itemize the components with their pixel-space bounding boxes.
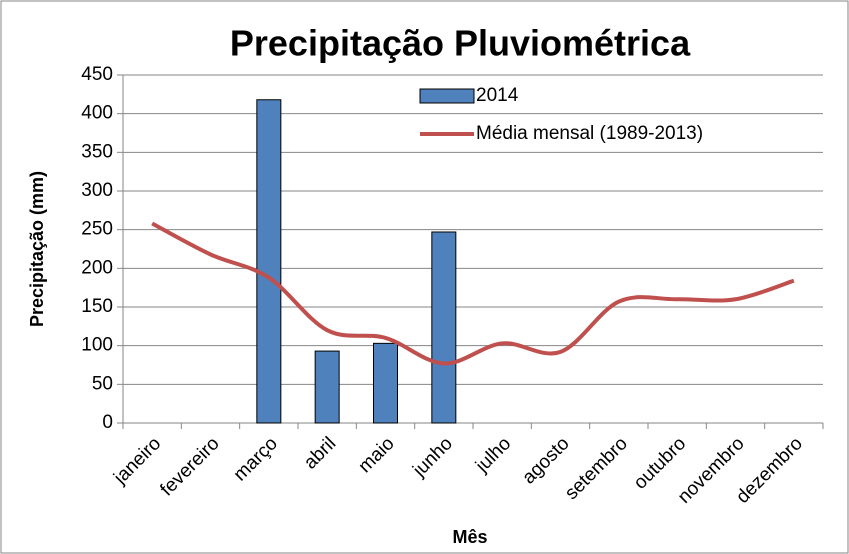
y-tick-label: 450 <box>81 64 113 85</box>
y-tick-label: 400 <box>81 103 113 124</box>
legend-label: 2014 <box>476 85 519 106</box>
chart-title: Precipitação Pluviométrica <box>230 23 691 64</box>
y-tick-label: 50 <box>92 373 113 394</box>
bar <box>314 350 340 424</box>
y-tick-label: 250 <box>81 219 113 240</box>
bar <box>256 99 282 424</box>
line <box>151 221 795 366</box>
y-tick-label: 0 <box>102 412 113 433</box>
y-tick-label: 300 <box>81 180 113 201</box>
y-tick-label: 150 <box>81 296 113 317</box>
y-axis-label: Precipitação (mm) <box>27 171 47 327</box>
legend-swatch <box>419 88 475 104</box>
y-tick-label: 100 <box>81 335 113 356</box>
legend-label: Média mensal (1989-2013) <box>476 123 703 144</box>
y-tick-label: 350 <box>81 141 113 162</box>
x-axis-label: Mês <box>452 527 487 547</box>
bar <box>373 342 398 424</box>
y-tick-label: 200 <box>81 257 113 278</box>
bar <box>431 231 457 424</box>
